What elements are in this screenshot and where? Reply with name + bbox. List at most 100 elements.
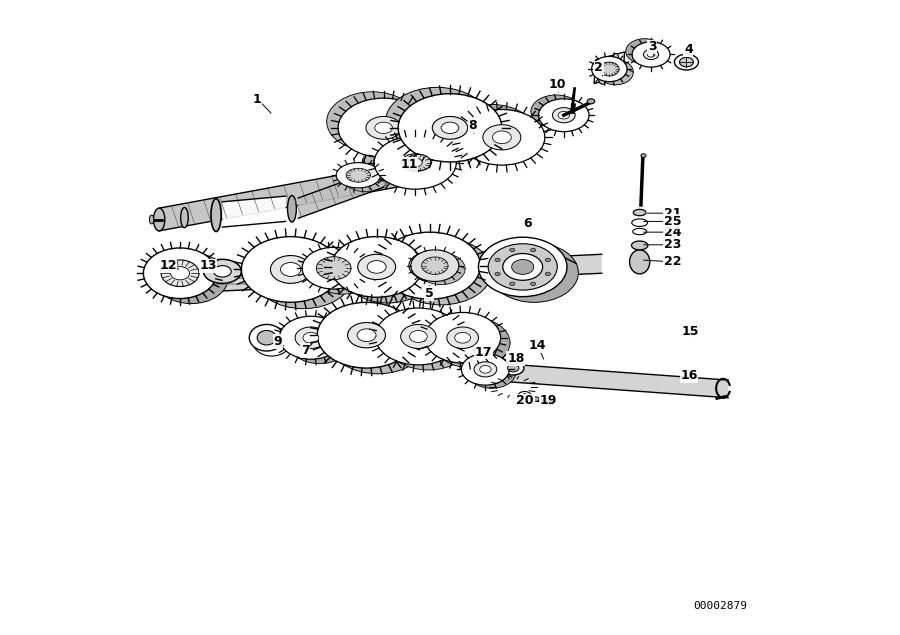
Ellipse shape xyxy=(417,253,465,284)
Ellipse shape xyxy=(490,243,579,302)
Ellipse shape xyxy=(337,163,381,188)
Text: 20: 20 xyxy=(517,394,534,408)
Ellipse shape xyxy=(331,237,422,297)
Ellipse shape xyxy=(495,258,500,262)
Ellipse shape xyxy=(511,260,534,274)
Ellipse shape xyxy=(149,215,154,224)
Text: 22: 22 xyxy=(664,255,681,269)
Ellipse shape xyxy=(644,50,659,60)
Polygon shape xyxy=(594,52,625,84)
Text: 23: 23 xyxy=(664,238,681,251)
Text: 11: 11 xyxy=(400,158,418,171)
Ellipse shape xyxy=(641,154,646,157)
Ellipse shape xyxy=(419,258,440,272)
Ellipse shape xyxy=(346,168,371,182)
Ellipse shape xyxy=(632,219,648,227)
Text: 2: 2 xyxy=(594,61,603,74)
Ellipse shape xyxy=(632,42,670,67)
Text: 3: 3 xyxy=(648,41,657,53)
Ellipse shape xyxy=(406,154,431,171)
Ellipse shape xyxy=(317,302,416,368)
Ellipse shape xyxy=(357,329,376,342)
Ellipse shape xyxy=(533,397,539,401)
Ellipse shape xyxy=(211,199,221,232)
Ellipse shape xyxy=(171,267,190,280)
Text: 16: 16 xyxy=(680,369,698,382)
Ellipse shape xyxy=(613,53,619,63)
Polygon shape xyxy=(159,164,400,231)
Ellipse shape xyxy=(143,248,217,298)
Ellipse shape xyxy=(434,318,510,368)
Ellipse shape xyxy=(421,257,448,274)
Ellipse shape xyxy=(441,122,459,133)
Text: 24: 24 xyxy=(664,225,681,239)
Ellipse shape xyxy=(425,312,500,363)
Ellipse shape xyxy=(257,330,276,345)
Ellipse shape xyxy=(270,255,310,283)
Ellipse shape xyxy=(161,260,199,286)
Ellipse shape xyxy=(409,251,451,279)
Ellipse shape xyxy=(181,208,188,228)
Ellipse shape xyxy=(366,116,401,139)
Ellipse shape xyxy=(599,62,619,76)
Polygon shape xyxy=(196,254,602,292)
Ellipse shape xyxy=(647,52,655,57)
Text: 18: 18 xyxy=(507,352,525,365)
Ellipse shape xyxy=(311,252,374,294)
Ellipse shape xyxy=(253,327,291,356)
Ellipse shape xyxy=(630,250,650,274)
Ellipse shape xyxy=(538,99,590,131)
Ellipse shape xyxy=(508,364,519,372)
Ellipse shape xyxy=(488,244,557,290)
Ellipse shape xyxy=(459,109,544,165)
Ellipse shape xyxy=(545,272,551,276)
Text: 12: 12 xyxy=(159,259,176,272)
Ellipse shape xyxy=(502,361,524,375)
Ellipse shape xyxy=(385,313,472,370)
Ellipse shape xyxy=(587,99,595,104)
Ellipse shape xyxy=(327,92,418,151)
Text: 4: 4 xyxy=(684,43,693,56)
Ellipse shape xyxy=(545,258,551,262)
Ellipse shape xyxy=(279,316,343,359)
Ellipse shape xyxy=(409,158,422,167)
Ellipse shape xyxy=(344,166,388,192)
Ellipse shape xyxy=(462,354,509,385)
Ellipse shape xyxy=(530,282,536,286)
Ellipse shape xyxy=(343,243,434,303)
Ellipse shape xyxy=(295,327,327,349)
Text: 00002879: 00002879 xyxy=(693,601,747,612)
Text: 8: 8 xyxy=(468,119,477,133)
Ellipse shape xyxy=(281,262,301,276)
Ellipse shape xyxy=(479,237,567,297)
Ellipse shape xyxy=(558,111,570,119)
Polygon shape xyxy=(485,363,728,398)
Ellipse shape xyxy=(328,308,428,374)
Ellipse shape xyxy=(375,308,462,365)
Ellipse shape xyxy=(492,131,511,144)
Ellipse shape xyxy=(530,248,536,252)
Ellipse shape xyxy=(401,154,429,171)
Ellipse shape xyxy=(154,208,165,231)
Ellipse shape xyxy=(316,257,351,279)
Text: 13: 13 xyxy=(199,259,217,272)
Ellipse shape xyxy=(626,39,663,64)
Ellipse shape xyxy=(303,332,319,343)
Ellipse shape xyxy=(288,321,351,364)
Ellipse shape xyxy=(553,107,575,123)
Text: 9: 9 xyxy=(274,335,283,348)
Ellipse shape xyxy=(374,122,392,133)
Text: 14: 14 xyxy=(528,340,546,352)
Ellipse shape xyxy=(155,253,228,304)
Ellipse shape xyxy=(338,98,429,157)
Ellipse shape xyxy=(398,94,502,162)
Ellipse shape xyxy=(379,232,481,299)
Ellipse shape xyxy=(598,60,634,85)
Ellipse shape xyxy=(249,324,284,351)
Ellipse shape xyxy=(634,210,646,216)
Ellipse shape xyxy=(400,324,436,349)
Ellipse shape xyxy=(495,272,500,276)
Ellipse shape xyxy=(518,391,532,401)
Ellipse shape xyxy=(598,73,607,84)
Ellipse shape xyxy=(531,95,581,128)
